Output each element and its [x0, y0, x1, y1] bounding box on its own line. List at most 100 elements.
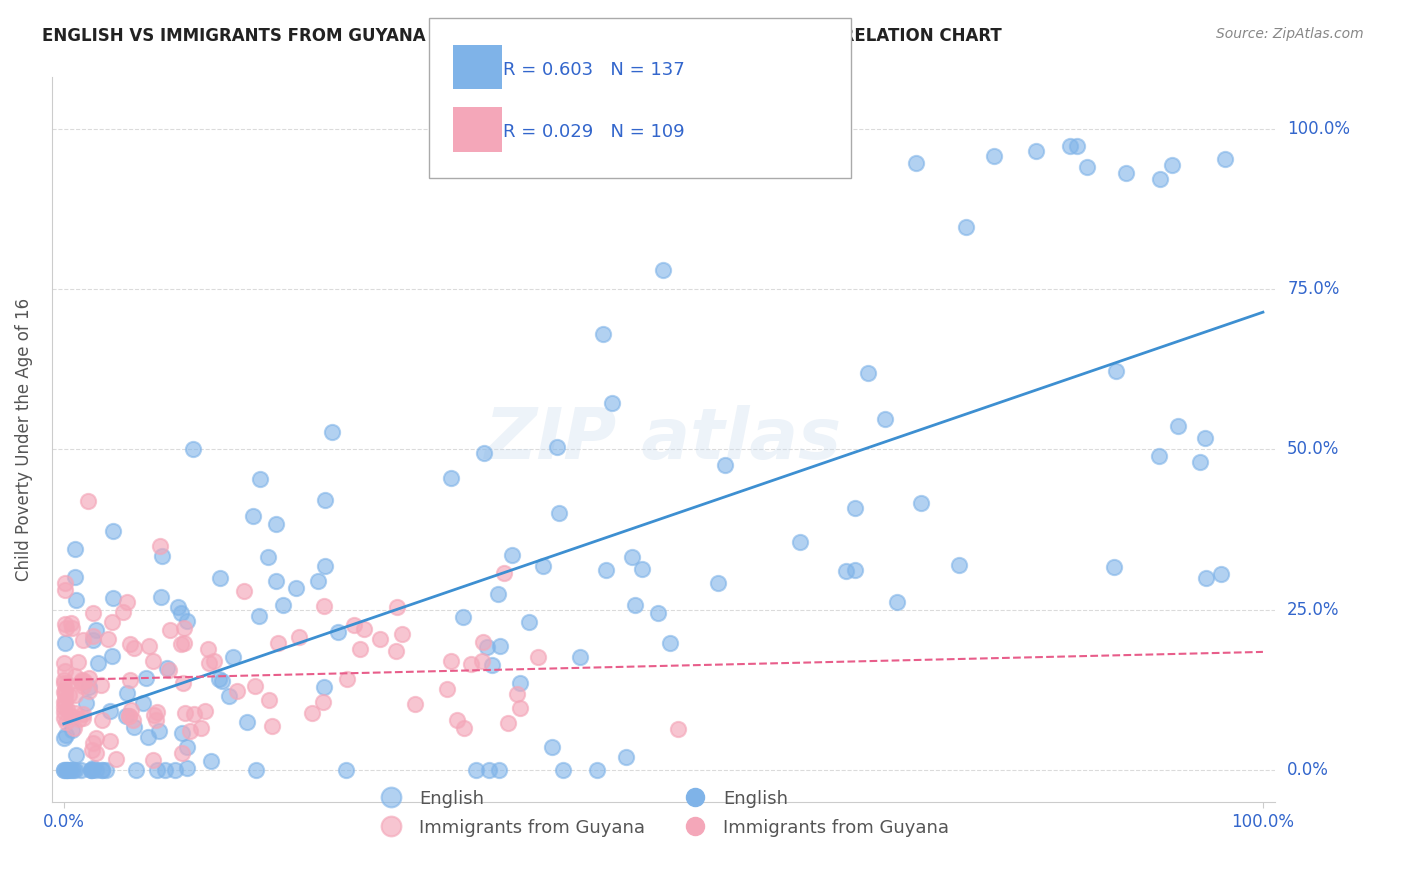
English — [77, 680, 100, 694]
English — [714, 458, 737, 472]
English — [1025, 145, 1047, 159]
English — [65, 763, 87, 777]
Immigrants from Guyana — [472, 635, 495, 649]
Immigrants from Guyana — [53, 616, 76, 631]
Immigrants from Guyana — [82, 607, 104, 621]
Immigrants from Guyana — [60, 709, 83, 723]
Immigrants from Guyana — [453, 721, 475, 735]
Immigrants from Guyana — [122, 713, 145, 727]
English — [955, 219, 977, 234]
English — [1102, 559, 1125, 574]
Immigrants from Guyana — [312, 599, 335, 614]
English — [58, 763, 80, 777]
English — [53, 763, 76, 777]
English — [91, 763, 114, 777]
English — [1115, 166, 1137, 180]
Immigrants from Guyana — [55, 714, 77, 729]
English — [284, 581, 307, 595]
Immigrants from Guyana — [70, 673, 93, 687]
English — [1147, 449, 1170, 463]
Immigrants from Guyana — [55, 621, 77, 635]
Immigrants from Guyana — [53, 682, 76, 697]
English — [247, 609, 270, 624]
English — [176, 615, 198, 629]
English — [546, 440, 568, 454]
English — [176, 761, 198, 775]
English — [1194, 431, 1216, 445]
English — [65, 570, 87, 584]
Immigrants from Guyana — [111, 605, 134, 619]
Immigrants from Guyana — [53, 582, 76, 597]
English — [256, 549, 278, 564]
English — [592, 326, 614, 341]
English — [208, 673, 231, 687]
English — [56, 763, 79, 777]
Immigrants from Guyana — [86, 746, 108, 760]
Immigrants from Guyana — [266, 636, 288, 650]
Immigrants from Guyana — [53, 685, 76, 699]
English — [84, 763, 107, 777]
English — [1213, 153, 1236, 167]
English — [65, 748, 87, 763]
Immigrants from Guyana — [179, 724, 201, 739]
English — [1076, 160, 1098, 174]
Immigrants from Guyana — [301, 706, 323, 721]
English — [1066, 139, 1088, 153]
Immigrants from Guyana — [53, 711, 76, 725]
Y-axis label: Child Poverty Under the Age of 16: Child Poverty Under the Age of 16 — [15, 298, 32, 582]
English — [150, 590, 173, 604]
English — [531, 559, 554, 574]
English — [148, 723, 170, 738]
English — [595, 563, 617, 577]
Immigrants from Guyana — [52, 705, 75, 719]
English — [541, 740, 564, 755]
Immigrants from Guyana — [118, 708, 141, 723]
Immigrants from Guyana — [245, 679, 267, 693]
Immigrants from Guyana — [385, 644, 408, 658]
English — [464, 763, 486, 777]
English — [509, 675, 531, 690]
Text: 25.0%: 25.0% — [1286, 601, 1340, 619]
Immigrants from Guyana — [183, 707, 205, 722]
English — [131, 696, 153, 710]
English — [1189, 455, 1212, 469]
Text: R = 0.603   N = 137: R = 0.603 N = 137 — [503, 61, 685, 78]
English — [82, 761, 104, 775]
English — [652, 263, 675, 277]
English — [631, 562, 654, 576]
English — [56, 763, 79, 777]
Immigrants from Guyana — [190, 722, 212, 736]
English — [481, 658, 503, 673]
English — [1105, 364, 1128, 378]
English — [91, 763, 114, 777]
Immigrants from Guyana — [496, 716, 519, 731]
English — [983, 149, 1005, 163]
Immigrants from Guyana — [197, 656, 219, 670]
English — [55, 763, 77, 777]
Text: 0.0%: 0.0% — [1286, 761, 1329, 780]
Immigrants from Guyana — [82, 736, 104, 750]
English — [658, 636, 681, 650]
Immigrants from Guyana — [170, 747, 193, 761]
English — [264, 517, 287, 532]
English — [314, 559, 336, 574]
Immigrants from Guyana — [72, 632, 94, 647]
Legend: English, Immigrants from Guyana, English, Immigrants from Guyana: English, Immigrants from Guyana, English… — [371, 781, 956, 844]
English — [488, 640, 510, 654]
Immigrants from Guyana — [104, 752, 127, 766]
English — [488, 763, 510, 777]
Immigrants from Guyana — [55, 677, 77, 691]
Immigrants from Guyana — [146, 705, 169, 719]
English — [1149, 171, 1171, 186]
English — [211, 673, 233, 688]
Immigrants from Guyana — [173, 636, 195, 650]
English — [271, 598, 294, 612]
Immigrants from Guyana — [76, 493, 98, 508]
Text: Source: ZipAtlas.com: Source: ZipAtlas.com — [1216, 27, 1364, 41]
English — [101, 524, 124, 539]
English — [242, 509, 264, 524]
English — [122, 720, 145, 734]
Text: 50.0%: 50.0% — [1286, 441, 1340, 458]
Immigrants from Guyana — [509, 701, 531, 715]
English — [568, 650, 591, 665]
